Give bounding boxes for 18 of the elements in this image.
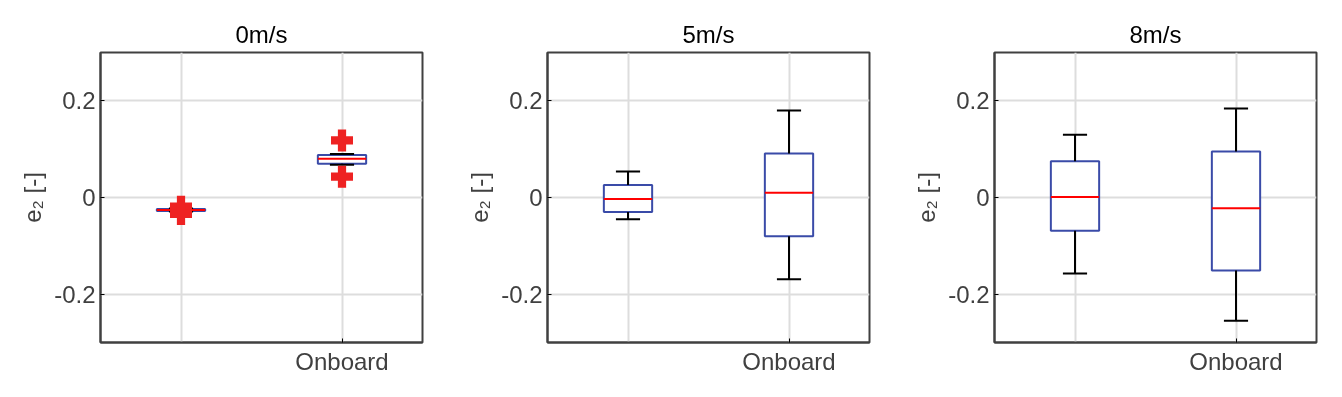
y-tick-label: 0 xyxy=(82,184,96,211)
y-axis-title: e₂ [-] xyxy=(466,172,494,223)
y-tick-label: -0.2 xyxy=(501,280,543,308)
x-tick-label: Onboard xyxy=(295,347,389,375)
y-tick-label: 0 xyxy=(976,184,990,211)
chart-title: 8m/s xyxy=(1129,20,1182,48)
y-tick-label: 0.2 xyxy=(509,87,543,115)
y-tick-label: 0.2 xyxy=(956,87,990,115)
y-tick-label: -0.2 xyxy=(54,280,96,308)
y-axis-title: e₂ [-] xyxy=(19,172,47,223)
y-tick-label: 0 xyxy=(529,184,543,211)
x-tick-label: Onboard xyxy=(1189,347,1283,375)
x-tick-label: Onboard xyxy=(742,347,836,375)
y-tick-label: -0.2 xyxy=(948,280,990,308)
y-tick-label: 0.2 xyxy=(62,87,96,115)
y-axis-title: e₂ [-] xyxy=(913,172,941,223)
chart-title: 0m/s xyxy=(235,20,288,48)
chart-title: 5m/s xyxy=(682,20,735,48)
